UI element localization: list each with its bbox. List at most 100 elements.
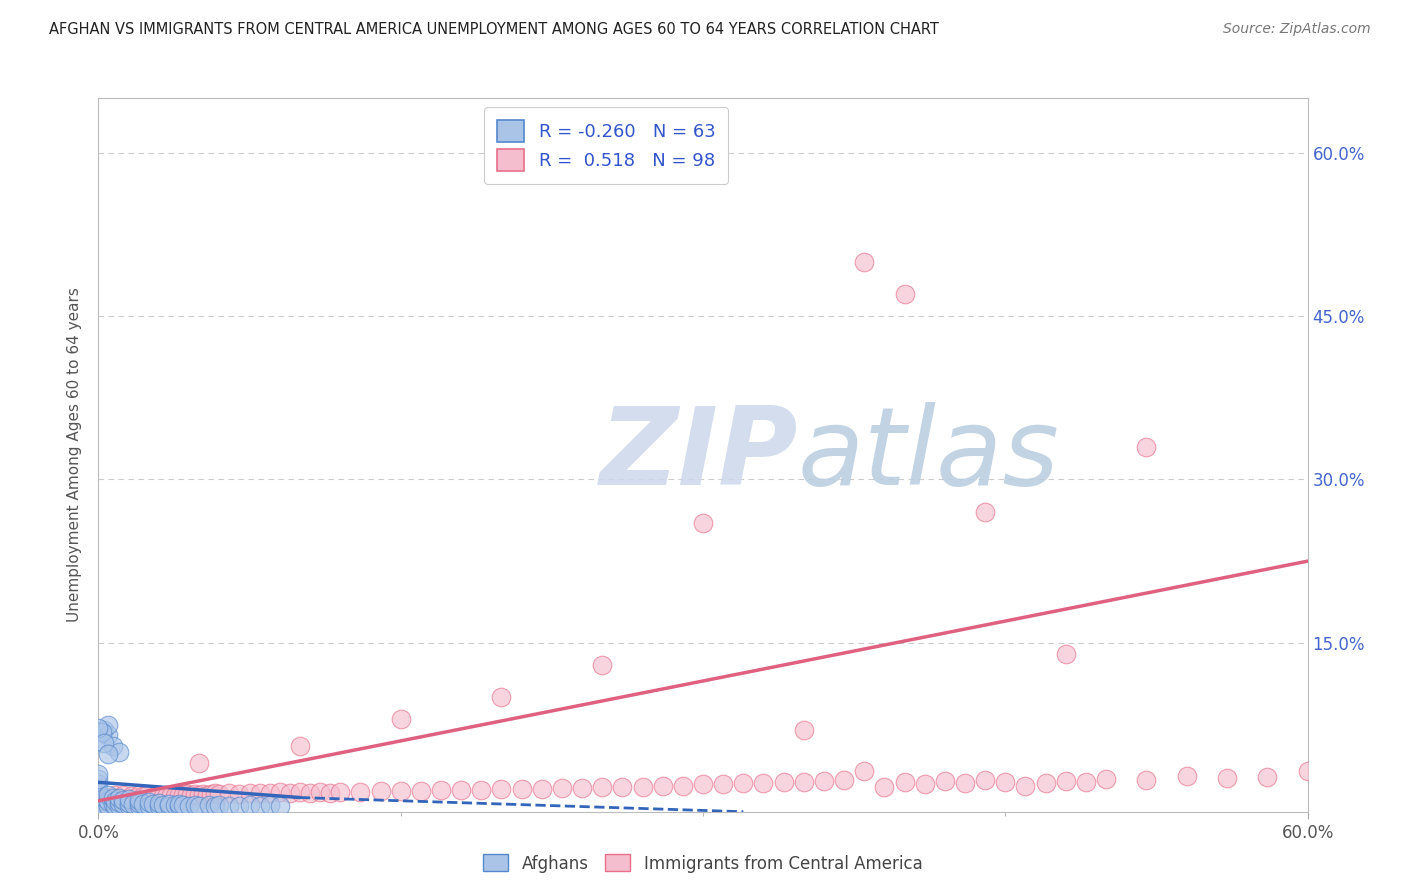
Point	[1135, 440, 1157, 454]
Point	[107, 799, 129, 814]
Point	[107, 745, 129, 759]
Point	[167, 797, 190, 811]
Point	[218, 786, 240, 800]
Point	[97, 717, 120, 731]
Point	[1175, 769, 1198, 783]
Point	[87, 721, 110, 735]
Point	[91, 725, 114, 739]
Point	[200, 787, 222, 801]
Point	[142, 797, 165, 811]
Point	[631, 780, 654, 794]
Point	[269, 785, 291, 799]
Point	[853, 764, 876, 779]
Point	[571, 780, 593, 795]
Point	[1054, 774, 1077, 789]
Point	[249, 799, 271, 814]
Point	[733, 776, 755, 790]
Point	[128, 799, 150, 814]
Point	[87, 794, 110, 808]
Point	[167, 789, 190, 803]
Point	[188, 799, 211, 814]
Point	[101, 739, 124, 754]
Point	[832, 773, 855, 788]
Point	[87, 772, 110, 786]
Point	[370, 784, 392, 798]
Point	[349, 785, 371, 799]
Point	[132, 789, 155, 804]
Point	[198, 798, 221, 813]
Point	[430, 783, 453, 797]
Point	[180, 789, 202, 803]
Point	[1296, 764, 1319, 779]
Point	[249, 786, 271, 800]
Point	[115, 791, 138, 805]
Point	[97, 789, 120, 803]
Point	[157, 799, 180, 814]
Text: atlas: atlas	[797, 402, 1059, 508]
Point	[692, 516, 714, 530]
Point	[97, 747, 120, 761]
Point	[195, 789, 218, 803]
Point	[793, 775, 815, 789]
Point	[124, 790, 146, 805]
Point	[329, 785, 352, 799]
Point	[711, 777, 734, 791]
Point	[138, 795, 160, 809]
Point	[1035, 776, 1057, 790]
Point	[121, 797, 143, 811]
Point	[152, 798, 174, 813]
Point	[672, 779, 695, 793]
Point	[93, 723, 115, 737]
Point	[1135, 773, 1157, 788]
Point	[530, 781, 553, 796]
Point	[259, 786, 281, 800]
Text: ZIP: ZIP	[600, 402, 799, 508]
Point	[893, 287, 915, 301]
Point	[111, 789, 134, 803]
Point	[288, 739, 311, 754]
Point	[288, 785, 311, 799]
Point	[692, 777, 714, 791]
Legend: R = -0.260   N = 63, R =  0.518   N = 98: R = -0.260 N = 63, R = 0.518 N = 98	[485, 107, 728, 184]
Point	[319, 786, 342, 800]
Point	[228, 787, 250, 801]
Point	[184, 787, 207, 801]
Point	[204, 799, 226, 814]
Point	[793, 723, 815, 737]
Point	[128, 796, 150, 810]
Point	[87, 789, 110, 803]
Point	[239, 798, 262, 813]
Point	[752, 776, 775, 790]
Point	[612, 780, 634, 794]
Point	[853, 254, 876, 268]
Point	[953, 776, 976, 790]
Text: Source: ZipAtlas.com: Source: ZipAtlas.com	[1223, 22, 1371, 37]
Point	[107, 790, 129, 805]
Point	[591, 780, 613, 794]
Point	[148, 799, 170, 814]
Point	[101, 790, 124, 805]
Point	[97, 799, 120, 814]
Legend: Afghans, Immigrants from Central America: Afghans, Immigrants from Central America	[477, 847, 929, 880]
Point	[239, 786, 262, 800]
Point	[914, 777, 936, 791]
Point	[188, 789, 211, 803]
Point	[651, 779, 673, 793]
Text: AFGHAN VS IMMIGRANTS FROM CENTRAL AMERICA UNEMPLOYMENT AMONG AGES 60 TO 64 YEARS: AFGHAN VS IMMIGRANTS FROM CENTRAL AMERIC…	[49, 22, 939, 37]
Point	[491, 781, 513, 796]
Point	[1256, 770, 1278, 784]
Point	[163, 798, 186, 813]
Point	[176, 787, 198, 801]
Point	[409, 784, 432, 798]
Point	[813, 774, 835, 789]
Point	[101, 797, 124, 811]
Point	[389, 784, 412, 798]
Point	[510, 781, 533, 796]
Point	[148, 789, 170, 803]
Point	[120, 789, 142, 804]
Point	[1216, 771, 1239, 785]
Point	[157, 797, 180, 811]
Point	[167, 799, 190, 814]
Point	[278, 786, 301, 800]
Point	[259, 798, 281, 813]
